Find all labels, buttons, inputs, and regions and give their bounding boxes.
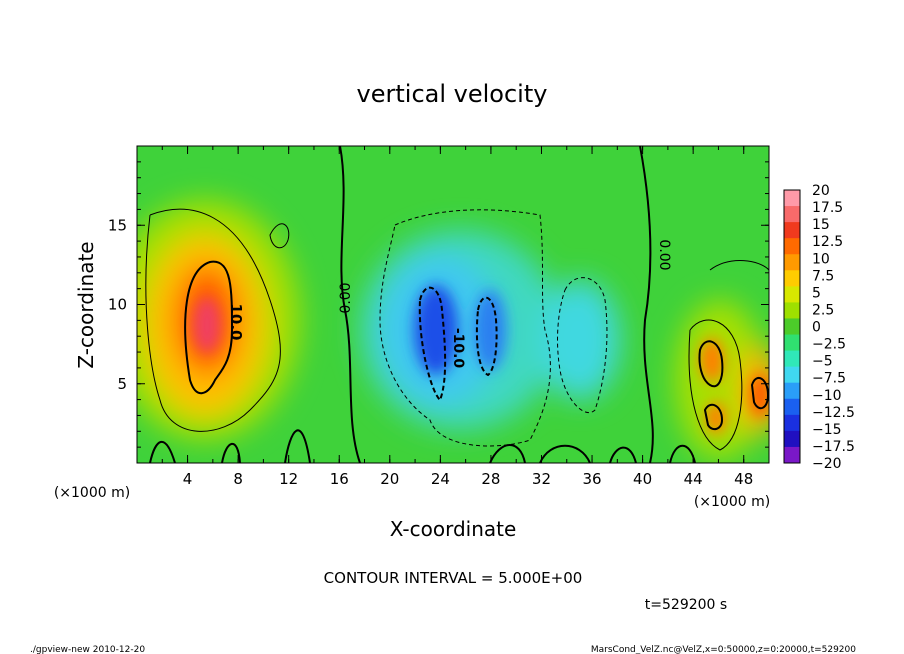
- x-tick-label-10: 44: [684, 470, 703, 488]
- y-tick-label-0: 5: [117, 375, 127, 393]
- x-unit-left: (×1000 m): [54, 485, 130, 501]
- colorbar-swatch-10: [784, 350, 800, 368]
- colorbar-swatch-9: [784, 334, 800, 352]
- x-tick-label-8: 36: [582, 470, 601, 488]
- colorbar-label-0: 20: [812, 183, 830, 199]
- colorbar-label-9: −2.5: [812, 337, 846, 353]
- x-unit-right: (×1000 m): [694, 494, 770, 510]
- x-tick-label-7: 32: [532, 470, 551, 488]
- colorbar-swatch-1: [784, 206, 800, 223]
- y-tick-label-1: 10: [108, 296, 127, 314]
- colorbar-label-7: 2.5: [812, 302, 834, 318]
- colorbar-swatch-12: [784, 382, 800, 400]
- colorbar-label-6: 5: [812, 285, 821, 301]
- contour-interval: CONTOUR INTERVAL = 5.000E+00: [324, 569, 583, 587]
- colorbar-label-14: −15: [812, 422, 842, 438]
- colorbar-label-16: −20: [812, 456, 842, 472]
- y-axis: 5 10 15: [108, 161, 769, 448]
- colorbar-swatch-2: [784, 222, 800, 239]
- colorbar-label-15: −17.5: [812, 439, 855, 455]
- x-tick-label-11: 48: [734, 470, 753, 488]
- contour-label-3: -10.0: [450, 328, 466, 369]
- footer-right: MarsCond_VelZ.nc@VelZ,x=0:50000,z=0:2000…: [591, 645, 856, 654]
- updraft-core-left: [193, 297, 221, 353]
- colorbar-swatch-11: [784, 366, 800, 384]
- contour-lines: [145, 146, 769, 463]
- colorbar-swatch-6: [784, 286, 800, 303]
- colorbar-label-3: 12.5: [812, 234, 843, 250]
- plot-area: 10.0 0.00 -10.0 0.00: [137, 146, 769, 463]
- colorbar-label-10: −5: [812, 354, 833, 370]
- x-tick-label-0: 4: [183, 470, 193, 488]
- colorbar-label-11: −7.5: [812, 371, 846, 387]
- x-tick-label-4: 20: [380, 470, 399, 488]
- contour-label-2: 0.00: [338, 282, 354, 313]
- contour-label-4: 0.00: [656, 239, 672, 270]
- x-tick-label-1: 8: [233, 470, 243, 488]
- colorbar-swatch-13: [784, 398, 800, 416]
- x-tick-label-6: 28: [481, 470, 500, 488]
- colorbar-label-5: 7.5: [812, 268, 834, 284]
- x-axis-title: X-coordinate: [390, 517, 517, 541]
- y-axis-title: Z-coordinate: [74, 241, 98, 368]
- chart-title: vertical velocity: [357, 80, 548, 108]
- colorbar-swatch-5: [784, 270, 800, 287]
- colorbar-label-4: 10: [812, 251, 830, 267]
- colorbar-swatch-16: [784, 446, 800, 464]
- colorbar-label-1: 17.5: [812, 200, 843, 216]
- downdraft-core-24: [414, 285, 458, 375]
- x-tick-label-9: 40: [633, 470, 652, 488]
- x-tick-label-5: 24: [431, 470, 450, 488]
- colorbar-swatch-0: [784, 190, 800, 207]
- updraft-core-right-1: [700, 338, 724, 382]
- colorbar-swatch-8: [784, 318, 800, 336]
- colorbar-swatch-7: [784, 302, 800, 319]
- colorbar-label-2: 15: [812, 217, 830, 233]
- colorbar-label-8: 0: [812, 320, 821, 336]
- colorbar-swatch-15: [784, 430, 800, 448]
- x-tick-label-3: 16: [330, 470, 349, 488]
- colorbar-label-12: −10: [812, 388, 842, 404]
- footer-left: ./gpview-new 2010-12-20: [30, 645, 145, 654]
- time-label: t=529200 s: [645, 597, 727, 613]
- contour-label-1: 10.0: [227, 303, 245, 340]
- colorbar-swatch-3: [784, 238, 800, 255]
- downdraft-core-28: [474, 290, 506, 370]
- colorbar-swatch-4: [784, 254, 800, 271]
- y-tick-label-2: 15: [108, 216, 127, 234]
- x-tick-label-2: 12: [279, 470, 298, 488]
- colorbar-label-13: −12.5: [812, 405, 855, 421]
- colorbar-swatch-14: [784, 414, 800, 432]
- x-axis: 4 8 12 16 20 24 28 32 36 40 44 48: [161, 146, 753, 488]
